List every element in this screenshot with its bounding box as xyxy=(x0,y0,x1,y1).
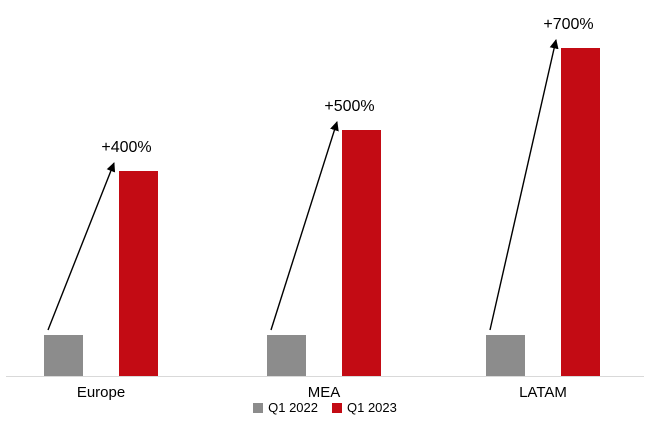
x-axis-label-europe: Europe xyxy=(76,384,126,401)
legend-swatch-q1-2022 xyxy=(253,402,264,413)
growth-arrow-mea xyxy=(270,121,339,331)
bar-q1-2023-europe xyxy=(119,171,158,376)
x-axis-label-mea: MEA xyxy=(307,384,341,401)
x-axis-line xyxy=(6,376,644,377)
legend-label-q1-2022: Q1 2022 xyxy=(268,400,318,415)
legend-item-q1-2023: Q1 2023 xyxy=(332,400,397,415)
growth-annotation-mea: +500% xyxy=(324,98,375,115)
bar-q1-2023-latam xyxy=(561,48,600,376)
x-axis-label-latam: LATAM xyxy=(519,384,567,401)
legend-label-q1-2023: Q1 2023 xyxy=(347,400,397,415)
growth-annotation-latam: +700% xyxy=(543,16,594,33)
bar-q1-2023-mea xyxy=(342,130,381,376)
legend-swatch-q1-2023 xyxy=(332,402,342,413)
legend: Q1 2022 Q1 2023 xyxy=(0,400,650,415)
growth-arrow-latam xyxy=(489,39,559,331)
bar-q1-2022-mea xyxy=(267,335,306,376)
growth-annotation-europe: +400% xyxy=(101,139,152,156)
growth-arrow-europe xyxy=(47,162,116,331)
bar-q1-2022-latam xyxy=(486,335,525,376)
legend-item-q1-2022: Q1 2022 xyxy=(253,400,318,415)
bar-q1-2022-europe xyxy=(44,335,83,376)
